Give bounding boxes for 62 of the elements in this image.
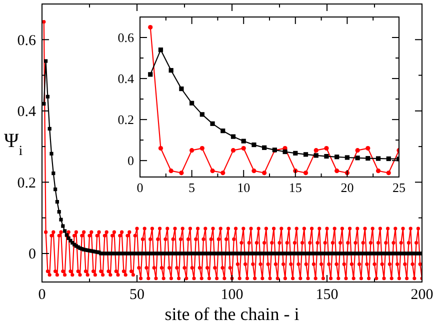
- point: [241, 146, 246, 151]
- point: [386, 156, 391, 162]
- point: [230, 134, 236, 139]
- point: [324, 154, 329, 159]
- x-axis-title: site of the chain - i: [164, 304, 300, 324]
- y-tick-label: 0.4: [118, 71, 134, 86]
- point: [168, 168, 174, 174]
- point: [158, 146, 164, 151]
- x-tick-label: 200: [410, 287, 434, 303]
- point: [179, 86, 184, 92]
- point: [220, 170, 226, 176]
- point: [148, 72, 153, 77]
- point: [293, 150, 298, 156]
- point: [190, 148, 194, 153]
- point: [386, 170, 391, 176]
- x-tick-label: 100: [220, 287, 244, 303]
- point: [210, 168, 215, 174]
- point: [334, 168, 340, 174]
- point: [366, 156, 370, 161]
- y-tick-label: 0.6: [17, 32, 36, 49]
- x-tick-label: 25: [392, 180, 406, 195]
- x-tick-label: 150: [316, 287, 338, 303]
- y-tick-label: 0.4: [17, 104, 36, 120]
- x-tick-label: 50: [130, 287, 144, 303]
- point: [344, 155, 350, 160]
- y-tick-label: 0.6: [118, 30, 134, 46]
- y-axis-title: Ψ$_{i}$: [4, 130, 23, 158]
- point: [376, 156, 381, 161]
- point: [366, 146, 370, 151]
- point: [179, 170, 184, 176]
- point: [200, 112, 204, 117]
- y-tick-label: 0.2: [118, 112, 134, 128]
- x-tick-label: 15: [288, 180, 302, 195]
- point: [252, 142, 256, 148]
- point: [210, 121, 215, 126]
- x-tick-label: 5: [188, 180, 196, 195]
- x-tick-label: 10: [237, 180, 250, 195]
- x-tick-label: 20: [340, 180, 354, 195]
- point: [200, 146, 204, 151]
- point: [168, 68, 174, 73]
- point: [282, 149, 288, 154]
- point: [303, 152, 308, 157]
- point: [376, 168, 381, 174]
- point: [324, 146, 329, 151]
- point: [314, 153, 318, 158]
- point: [355, 148, 360, 153]
- y-tick-label: 0: [128, 153, 134, 168]
- point: [190, 100, 194, 106]
- point: [148, 24, 153, 30]
- point: [334, 154, 340, 160]
- point: [303, 170, 308, 176]
- point: [158, 48, 164, 52]
- point: [230, 148, 236, 153]
- y-tick-label: 0.2: [17, 175, 36, 192]
- point: [262, 170, 267, 176]
- point: [262, 145, 267, 150]
- y-tick-label: 0: [28, 246, 36, 263]
- point: [355, 156, 360, 160]
- point: [252, 168, 256, 174]
- point: [220, 128, 226, 134]
- point: [241, 138, 246, 144]
- point: [314, 148, 318, 153]
